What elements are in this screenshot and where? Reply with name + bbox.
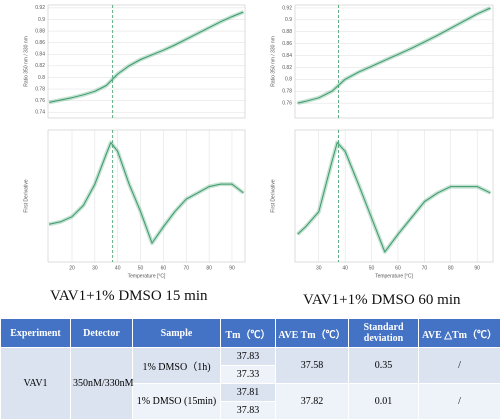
- cell: 0.01: [348, 383, 419, 420]
- y-tick-label: 0.82: [35, 63, 45, 69]
- y-tick-label: 0.78: [282, 89, 292, 95]
- line: [297, 7, 491, 104]
- cell: 0.35: [348, 347, 419, 384]
- results-table: Experiment Detector Sample Tm（℃） AVE Tm（…: [0, 318, 500, 420]
- y-tick-label: 0.84: [282, 53, 292, 59]
- header-row: Experiment Detector Sample Tm（℃） AVE Tm（…: [0, 318, 500, 348]
- cell: 350nM/330nM: [70, 347, 134, 420]
- y-axis-label: Ratio 350 nm / 330 nm: [270, 36, 276, 87]
- y-tick-label: 0.86: [35, 40, 45, 46]
- cell: /: [418, 383, 500, 420]
- y-axis-label: First Derivative: [23, 179, 29, 213]
- y-tick-label: 0.74: [35, 110, 45, 116]
- y-tick-label: 0.86: [282, 41, 292, 47]
- cell: 37.83: [220, 401, 276, 420]
- y-tick-label: 0.8: [38, 75, 45, 81]
- x-tick-label: 90: [474, 265, 480, 271]
- y-axis-label: Ratio 350 nm / 330 nm: [23, 36, 29, 87]
- header-cell: AVE Tm（℃）: [275, 318, 349, 348]
- x-tick-label: 60: [395, 265, 401, 271]
- x-tick-label: 70: [422, 265, 428, 271]
- y-tick-label: 0.82: [282, 65, 292, 71]
- cell: VAV1: [0, 347, 71, 420]
- y-axis-label: First Derivative: [270, 179, 276, 213]
- cell: 37.83: [220, 347, 276, 366]
- y-tick-label: 0.76: [282, 100, 292, 106]
- x-tick-label: 50: [369, 265, 375, 271]
- line: [48, 11, 244, 103]
- y-tick-label: 0.76: [35, 98, 45, 104]
- y-tick-label: 0.84: [35, 52, 45, 58]
- x-tick-label: 30: [92, 265, 98, 271]
- y-tick-label: 0.92: [35, 5, 45, 11]
- x-tick-label: 70: [183, 265, 189, 271]
- cell: 37.81: [220, 383, 276, 402]
- x-tick-label: 80: [448, 265, 454, 271]
- header-cell: Experiment: [0, 318, 71, 348]
- cell: 1% DMSO（1h): [132, 347, 221, 384]
- x-tick-label: 60: [161, 265, 167, 271]
- x-tick-label: 90: [229, 265, 235, 271]
- header-cell: Tm（℃）: [220, 318, 276, 348]
- y-tick-label: 0.8: [285, 77, 292, 83]
- y-tick-label: 0.88: [282, 29, 292, 35]
- header-cell: Sample: [132, 318, 221, 348]
- y-tick-label: 0.78: [35, 86, 45, 92]
- cell: /: [418, 347, 500, 384]
- x-tick-label: 30: [316, 265, 322, 271]
- y-tick-label: 0.88: [35, 28, 45, 34]
- caption: VAV1+1% DMSO 15 min: [50, 288, 208, 304]
- cell: 37.58: [275, 347, 349, 384]
- cell: 37.82: [275, 383, 349, 420]
- line: [297, 142, 491, 253]
- line: [48, 142, 244, 244]
- cell: 1% DMSO (15min): [132, 383, 221, 420]
- cell: 37.33: [220, 365, 276, 384]
- x-tick-label: 50: [138, 265, 144, 271]
- plot-area: [47, 4, 246, 119]
- x-axis-label: Temperature [°C]: [128, 273, 166, 279]
- header-cell: AVE △Tm（℃）: [418, 318, 500, 348]
- x-tick-label: 20: [69, 265, 75, 271]
- x-tick-label: 40: [115, 265, 121, 271]
- caption: VAV1+1% DMSO 60 min: [303, 292, 461, 308]
- plot-area: [47, 129, 246, 263]
- plot-area: [294, 4, 494, 119]
- y-tick-label: 0.92: [282, 5, 292, 11]
- x-axis-label: Temperature [°C]: [375, 273, 413, 279]
- header-cell: Standard deviation: [348, 318, 419, 348]
- y-tick-label: 0.9: [38, 17, 45, 23]
- y-tick-label: 0.9: [285, 17, 292, 23]
- x-tick-label: 80: [206, 265, 212, 271]
- charts: 0.74 0.76 0.78 0.8 0.82 0.84 0.86 0.88 0.9 0.92 Ra…: [23, 4, 494, 279]
- x-tick-label: 40: [342, 265, 348, 271]
- header-cell: Detector: [70, 318, 133, 348]
